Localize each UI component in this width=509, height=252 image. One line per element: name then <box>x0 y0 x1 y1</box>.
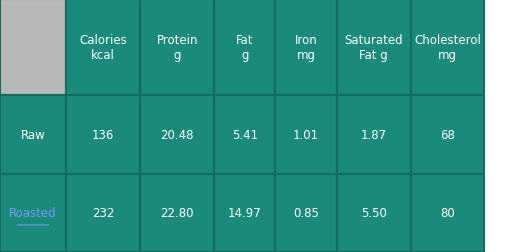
Bar <box>140 96 214 174</box>
Text: 20.48: 20.48 <box>160 128 193 141</box>
Bar <box>0 96 66 174</box>
Bar <box>336 96 410 174</box>
Text: Calories
kcal: Calories kcal <box>79 34 127 62</box>
Text: 1.87: 1.87 <box>360 128 386 141</box>
Bar <box>410 174 484 252</box>
Bar <box>0 0 66 96</box>
Text: 14.97: 14.97 <box>228 206 261 219</box>
Text: Iron
mg: Iron mg <box>294 34 317 62</box>
Bar <box>336 174 410 252</box>
Bar <box>140 174 214 252</box>
Text: 136: 136 <box>92 128 114 141</box>
Text: 80: 80 <box>439 206 454 219</box>
Bar <box>0 174 66 252</box>
Bar <box>275 0 336 96</box>
Text: Roasted: Roasted <box>9 206 57 219</box>
Bar <box>410 0 484 96</box>
Bar <box>275 174 336 252</box>
Bar <box>214 96 275 174</box>
Text: 0.85: 0.85 <box>293 206 318 219</box>
Text: Raw: Raw <box>21 128 45 141</box>
Text: 1.01: 1.01 <box>292 128 319 141</box>
Text: 5.41: 5.41 <box>231 128 258 141</box>
Text: Fat
g: Fat g <box>236 34 253 62</box>
Text: Cholesterol
mg: Cholesterol mg <box>413 34 480 62</box>
Text: 232: 232 <box>92 206 114 219</box>
Text: Protein
g: Protein g <box>156 34 197 62</box>
Text: 5.50: 5.50 <box>360 206 386 219</box>
Bar <box>66 0 140 96</box>
Bar <box>214 0 275 96</box>
Text: Saturated
Fat g: Saturated Fat g <box>344 34 402 62</box>
Bar <box>66 96 140 174</box>
Bar <box>140 0 214 96</box>
Text: 22.80: 22.80 <box>160 206 193 219</box>
Bar <box>410 96 484 174</box>
Bar <box>66 174 140 252</box>
Bar <box>214 174 275 252</box>
Bar <box>336 0 410 96</box>
Text: 68: 68 <box>439 128 454 141</box>
Bar <box>275 96 336 174</box>
